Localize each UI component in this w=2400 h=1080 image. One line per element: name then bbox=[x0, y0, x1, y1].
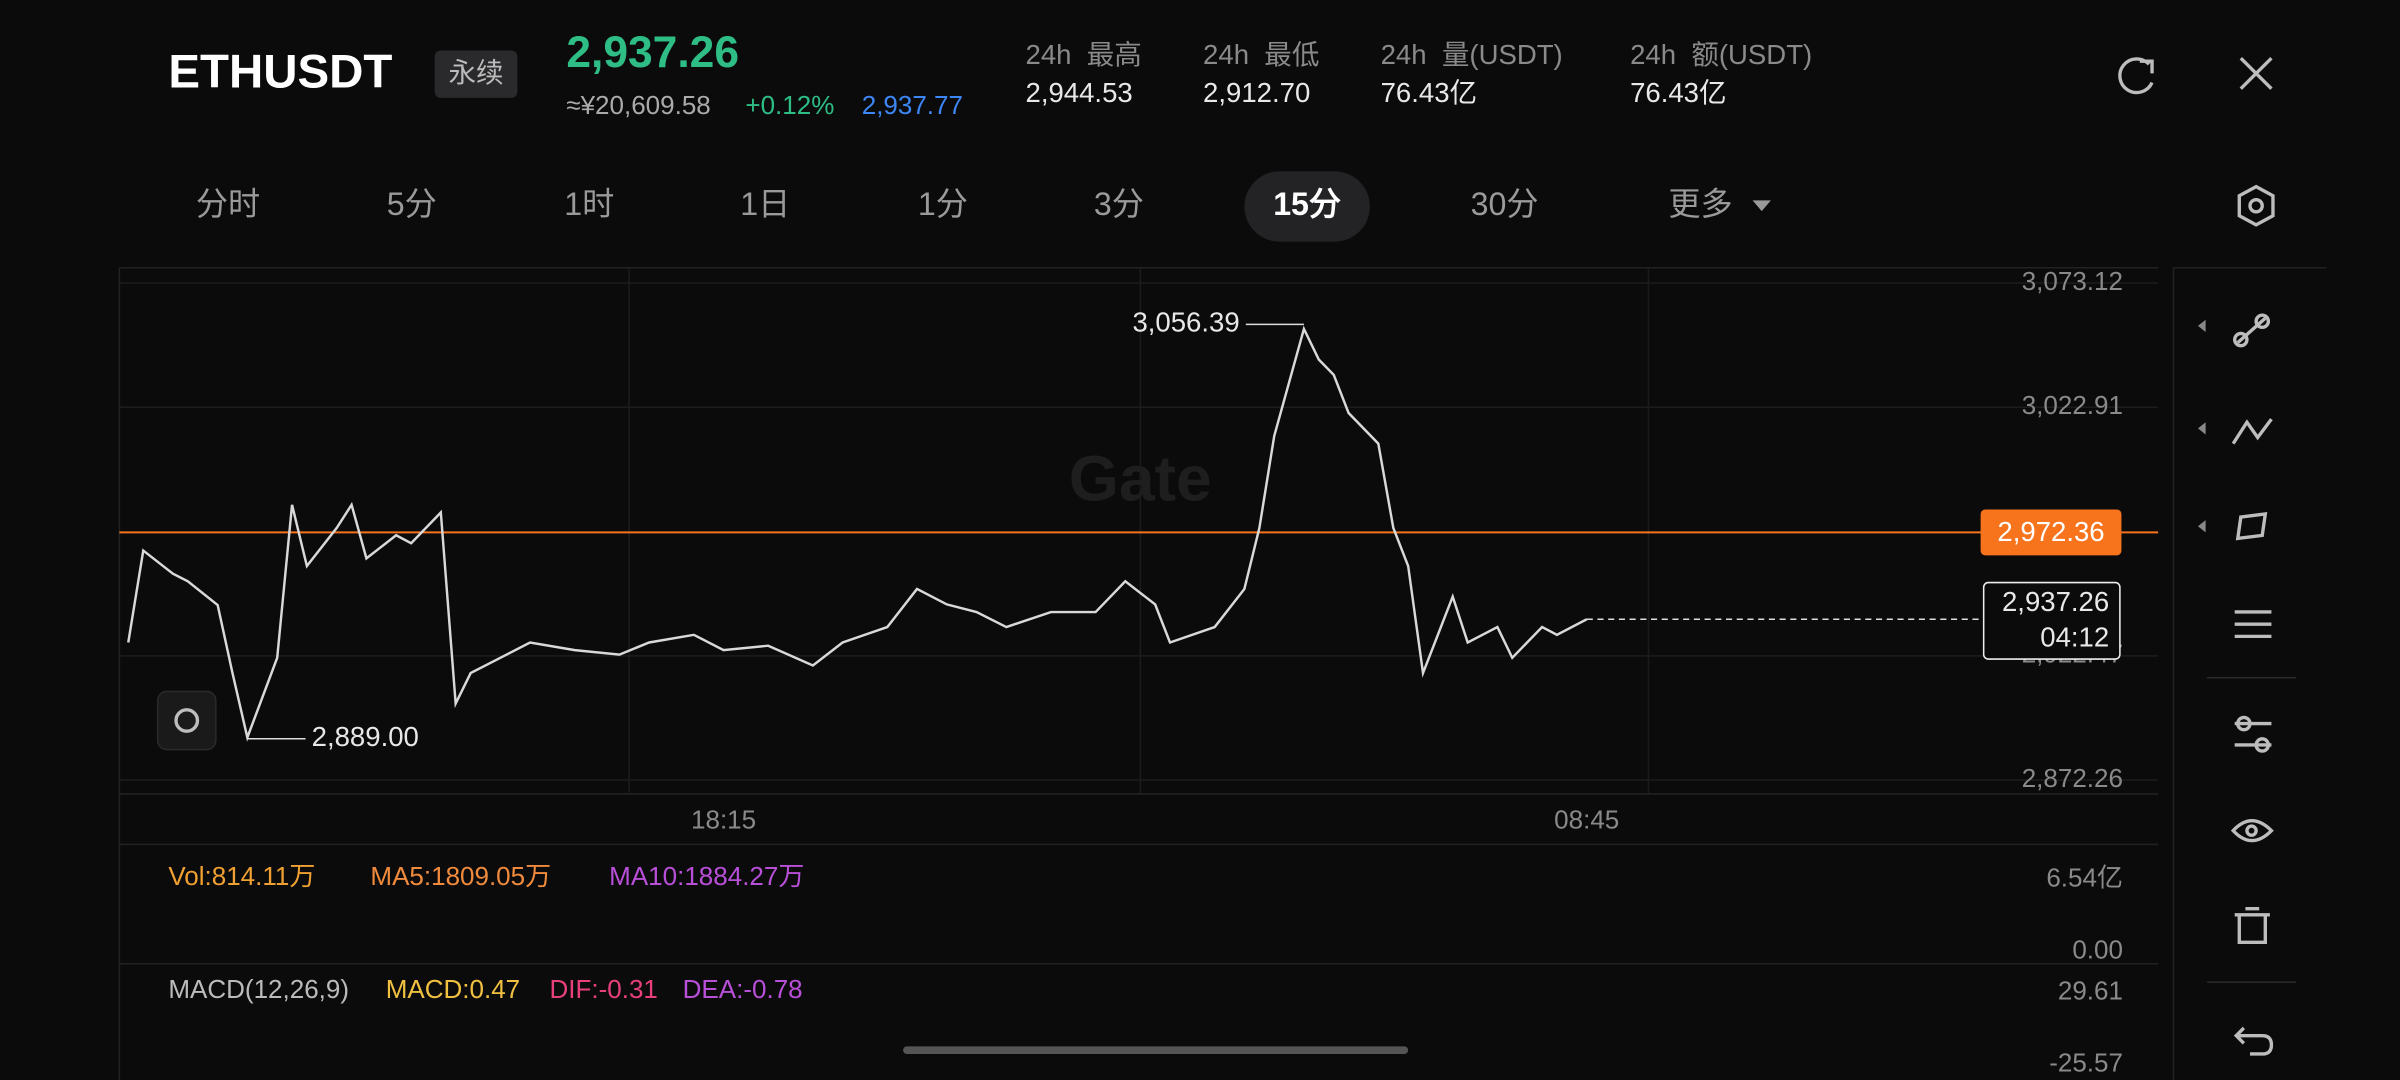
icon bbox=[2237, 184, 2275, 227]
watermark: Gate bbox=[1069, 442, 1212, 514]
badge: 永续 bbox=[448, 57, 503, 88]
stat-value: 76.43亿 bbox=[1381, 77, 1477, 108]
current-price-box bbox=[1982, 581, 2121, 660]
y-tick-label: 3,073.12 bbox=[2022, 266, 2123, 296]
macd-axis-label: 29.61 bbox=[2058, 976, 2123, 1006]
tool-indicators[interactable] bbox=[2234, 610, 2272, 639]
last-price: 2,937.26 bbox=[566, 28, 739, 77]
tab[interactable]: 3分 bbox=[1094, 186, 1144, 222]
right-toolbar bbox=[2197, 313, 2296, 1056]
current-price-label: 2,937.26 bbox=[2002, 586, 2109, 617]
draw-toggle[interactable] bbox=[156, 690, 217, 751]
change: +0.12% bbox=[745, 90, 834, 120]
icon bbox=[2245, 824, 2258, 837]
tab[interactable]: 15分 bbox=[1273, 186, 1341, 222]
tab[interactable]: 1分 bbox=[918, 186, 968, 222]
stat-label: 24h 量(USDT) bbox=[1381, 39, 1563, 70]
countdown: 04:12 bbox=[2040, 621, 2109, 652]
stat-label: 24h 额(USDT) bbox=[1630, 39, 1812, 70]
icon bbox=[2118, 57, 2154, 95]
y-tick-label: 2,872.26 bbox=[2022, 763, 2123, 793]
tab[interactable]: 5分 bbox=[387, 186, 437, 222]
tab-more-arrow bbox=[1752, 200, 1771, 212]
stat-label: 24h 最高 bbox=[1026, 39, 1142, 70]
tool-adjust[interactable] bbox=[2234, 721, 2272, 747]
ref-label-bg bbox=[1980, 509, 2122, 556]
arrow bbox=[2197, 520, 2206, 533]
chart-frame bbox=[118, 266, 2327, 1080]
macd-label: MACD(12,26,9) bbox=[168, 974, 349, 1004]
tool-shape[interactable] bbox=[2235, 512, 2268, 541]
stat-value: 2,912.70 bbox=[1203, 77, 1310, 108]
volume-axis-label: 0.00 bbox=[2072, 934, 2123, 964]
mark-price: 2,937.77 bbox=[862, 90, 963, 120]
scrollbar bbox=[903, 1046, 1409, 1054]
volume-label: Vol:814.11万 bbox=[168, 861, 315, 891]
tab[interactable]: 更多 bbox=[1668, 186, 1732, 222]
arrow bbox=[2197, 319, 2206, 332]
volume-label: MA10:1884.27万 bbox=[609, 861, 804, 891]
tab[interactable]: 1日 bbox=[740, 186, 790, 222]
symbol: ETHUSDT bbox=[168, 45, 392, 98]
icon bbox=[2139, 59, 2154, 74]
tab[interactable]: 1时 bbox=[564, 186, 614, 222]
macd-label: DIF:-0.31 bbox=[549, 974, 657, 1004]
tool-undo[interactable] bbox=[2233, 1026, 2274, 1056]
badge-bg bbox=[434, 50, 518, 98]
tool-eye[interactable] bbox=[2230, 819, 2274, 843]
icon bbox=[2254, 737, 2271, 753]
icon bbox=[2239, 56, 2273, 90]
high-label: 3,056.39 bbox=[1132, 307, 1239, 338]
arrow bbox=[2197, 422, 2206, 435]
settings-icon[interactable] bbox=[2237, 184, 2275, 227]
low-label: 2,889.00 bbox=[312, 721, 419, 752]
tab[interactable]: 分时 bbox=[196, 186, 260, 222]
tab-active-bg bbox=[1244, 171, 1370, 242]
stat-value: 2,944.53 bbox=[1026, 77, 1133, 108]
x-tick-label: 18:15 bbox=[691, 804, 756, 834]
icon bbox=[2254, 313, 2271, 330]
macd-label: MACD:0.47 bbox=[386, 974, 520, 1004]
tool-wave[interactable] bbox=[2231, 418, 2273, 445]
tool-delete[interactable] bbox=[2234, 906, 2270, 945]
refresh-icon[interactable] bbox=[2118, 57, 2154, 95]
x-tick-label: 08:45 bbox=[1554, 804, 1619, 834]
stat-label: 24h 最低 bbox=[1203, 39, 1319, 70]
macd-axis-label: -25.57 bbox=[2049, 1048, 2123, 1078]
macd-label: DEA:-0.78 bbox=[683, 974, 803, 1004]
y-tick-label: 3,022.91 bbox=[2022, 390, 2123, 420]
ref-label: 2,972.36 bbox=[1997, 516, 2104, 547]
cny-price: ≈¥20,609.58 bbox=[566, 90, 710, 120]
volume-label: MA5:1809.05万 bbox=[370, 861, 551, 891]
icon bbox=[2233, 331, 2249, 348]
stat-value: 76.43亿 bbox=[1630, 77, 1726, 108]
close-icon[interactable] bbox=[2239, 56, 2273, 90]
icon bbox=[174, 708, 200, 733]
tool-line[interactable] bbox=[2236, 316, 2267, 344]
tab[interactable]: 30分 bbox=[1471, 186, 1539, 222]
icon bbox=[2236, 715, 2252, 732]
volume-axis-label: 6.54亿 bbox=[2046, 862, 2123, 892]
icon bbox=[2248, 197, 2264, 214]
price-line bbox=[127, 325, 1588, 742]
